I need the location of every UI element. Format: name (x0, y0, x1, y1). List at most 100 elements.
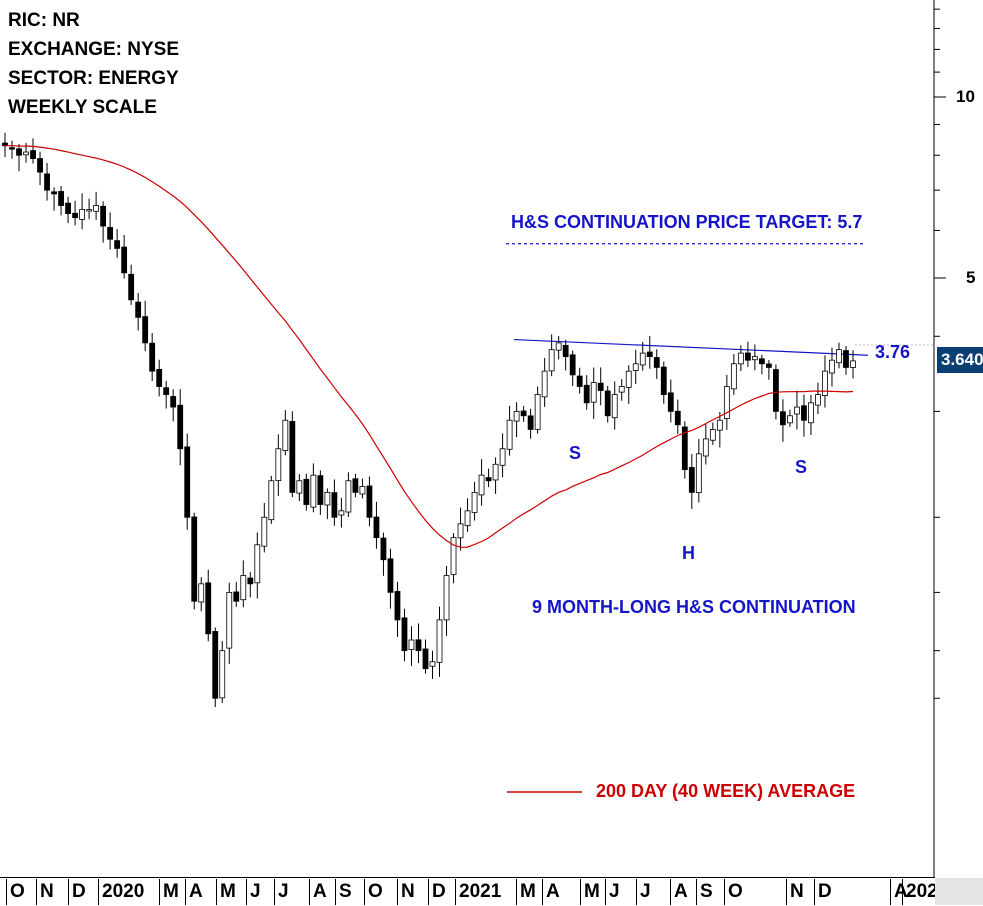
candle (345, 480, 352, 513)
x-tick-separator (274, 879, 275, 905)
candle (681, 426, 688, 471)
candle (212, 631, 219, 699)
candle (513, 410, 520, 422)
candle (261, 516, 268, 547)
x-tick-separator (159, 879, 160, 905)
x-tick-label: D (818, 881, 832, 902)
candle (695, 453, 702, 494)
x-tick-separator (696, 879, 697, 905)
candle (485, 477, 492, 482)
candle (16, 148, 22, 156)
x-tick-label: D (432, 881, 446, 902)
y-axis-ticks (934, 8, 946, 699)
x-axis-right-block (935, 878, 983, 905)
candle (86, 209, 92, 212)
candle (688, 467, 695, 493)
exchange-label: EXCHANGE: NYSE (8, 39, 180, 60)
candle (843, 350, 849, 368)
pattern-annotation: 9 MONTH-LONG H&S CONTINUATION (532, 597, 856, 617)
x-tick-separator (364, 879, 365, 905)
candle (9, 147, 15, 150)
x-tick-separator (890, 879, 891, 905)
candle (324, 491, 331, 506)
neckline (513, 338, 869, 356)
candle (471, 491, 478, 513)
y-tick-label-5: 5 (966, 268, 975, 288)
candle (93, 205, 100, 212)
candle (583, 384, 590, 404)
candle (30, 150, 36, 159)
candles (2, 132, 856, 708)
candle (163, 387, 170, 395)
candle (58, 191, 64, 206)
candle (156, 368, 163, 387)
moving-average-line (5, 145, 854, 548)
candle (233, 591, 240, 602)
x-tick-separator (636, 879, 637, 905)
candle (548, 349, 555, 372)
x-tick-separator (36, 879, 37, 905)
x-tick-label: A (546, 881, 560, 902)
candle (822, 370, 828, 396)
x-tick-label: M (520, 881, 536, 902)
candle (702, 438, 709, 457)
candle (338, 510, 345, 516)
candle (716, 419, 723, 431)
candle (850, 360, 856, 368)
x-axis (0, 877, 935, 906)
scale-label: WEEKLY SCALE (8, 97, 157, 118)
candle (590, 382, 597, 403)
x-tick-label: D (72, 881, 86, 902)
ric-label: RIC: NR (8, 10, 80, 31)
y-tick-label-10: 10 (956, 87, 975, 107)
left-shoulder-label: S (569, 443, 582, 463)
x-tick-label: M (220, 881, 236, 902)
candle (352, 478, 359, 493)
candle (121, 246, 128, 274)
candle (555, 342, 562, 351)
candle (506, 419, 513, 450)
target-annotation: H&S CONTINUATION PRICE TARGET: 5.7 (511, 212, 863, 232)
x-tick-label: A (894, 881, 908, 902)
candle (72, 212, 78, 219)
x-tick-label: N (790, 881, 804, 902)
candle (170, 396, 177, 408)
candle (415, 639, 422, 652)
candle (373, 516, 380, 539)
x-tick-separator (814, 879, 815, 905)
x-tick-separator (516, 879, 517, 905)
x-tick-separator (580, 879, 581, 905)
candle (240, 575, 247, 601)
candle (660, 366, 667, 395)
candle (829, 359, 835, 374)
candle (611, 394, 618, 419)
candle (135, 301, 142, 318)
candle (808, 402, 814, 424)
candle (576, 375, 583, 387)
candle (219, 650, 226, 699)
x-tick-separator (605, 879, 606, 905)
candle (443, 575, 450, 621)
x-tick-label: O (368, 881, 383, 902)
x-tick-label: N (401, 881, 415, 902)
candle (464, 510, 471, 527)
candle (268, 480, 275, 521)
x-tick-separator (185, 879, 186, 905)
candle (562, 344, 569, 358)
candle (653, 357, 660, 368)
candle (787, 415, 793, 424)
candle (310, 474, 317, 508)
candle (387, 558, 394, 593)
candle (65, 202, 71, 214)
x-tick-separator (670, 879, 671, 905)
x-tick-label: N (40, 881, 54, 902)
candle (184, 446, 191, 518)
candle (709, 429, 716, 441)
candle (723, 386, 730, 420)
x-tick-separator (335, 879, 336, 905)
x-tick-separator (724, 879, 725, 905)
candle (394, 591, 401, 621)
candle (114, 240, 121, 249)
ma-legend-label: 200 DAY (40 WEEK) AVERAGE (596, 781, 856, 801)
candle (107, 227, 114, 240)
